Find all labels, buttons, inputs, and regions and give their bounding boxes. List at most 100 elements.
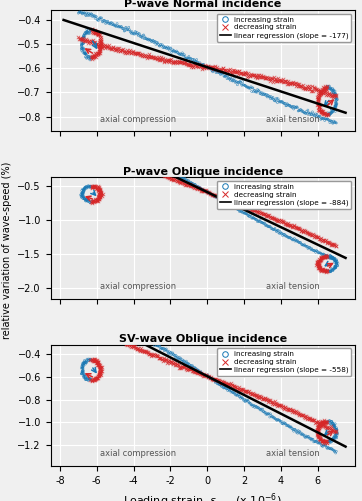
- Point: [88, 304, 94, 312]
- Point: [329, 426, 335, 434]
- Point: [196, 61, 202, 69]
- Point: [119, 154, 125, 162]
- Point: [275, 74, 281, 82]
- Point: [83, 195, 89, 203]
- Point: [80, 367, 85, 375]
- Point: [78, 318, 84, 326]
- Point: [98, 39, 104, 47]
- Point: [156, 41, 161, 49]
- Point: [285, 405, 291, 413]
- Point: [93, 356, 99, 364]
- Point: [222, 198, 227, 206]
- Point: [266, 410, 272, 418]
- Point: [315, 429, 321, 437]
- Point: [142, 153, 147, 161]
- Point: [88, 39, 94, 47]
- Point: [325, 437, 331, 445]
- Point: [308, 246, 314, 254]
- Point: [331, 423, 337, 431]
- Point: [317, 88, 323, 96]
- Point: [214, 376, 220, 384]
- Point: [322, 437, 328, 445]
- Point: [333, 447, 339, 455]
- Point: [230, 382, 236, 390]
- Point: [318, 256, 324, 264]
- Point: [294, 103, 300, 111]
- Point: [121, 155, 126, 163]
- Point: [89, 182, 94, 190]
- Point: [166, 58, 172, 66]
- Point: [324, 419, 330, 427]
- Point: [83, 35, 89, 43]
- Point: [192, 60, 198, 68]
- Point: [80, 361, 86, 369]
- Point: [139, 161, 144, 169]
- Point: [93, 374, 98, 382]
- Point: [104, 147, 110, 155]
- Point: [97, 367, 103, 375]
- Point: [152, 38, 157, 46]
- Point: [330, 107, 336, 115]
- Point: [82, 9, 88, 17]
- Point: [173, 171, 179, 179]
- Point: [115, 151, 121, 159]
- Point: [240, 386, 245, 394]
- Point: [92, 357, 97, 365]
- Point: [320, 266, 325, 274]
- Point: [333, 257, 339, 265]
- Point: [91, 356, 97, 364]
- Point: [79, 45, 84, 53]
- Point: [331, 421, 337, 429]
- Point: [116, 139, 122, 147]
- Point: [232, 383, 238, 391]
- Point: [203, 63, 209, 71]
- Point: [322, 419, 328, 427]
- Point: [89, 25, 95, 33]
- Point: [95, 144, 101, 152]
- Point: [120, 153, 126, 161]
- Point: [332, 255, 337, 263]
- Point: [333, 263, 339, 271]
- Point: [329, 419, 335, 427]
- Point: [174, 360, 180, 368]
- Point: [206, 372, 212, 380]
- Point: [268, 398, 274, 406]
- Point: [171, 358, 177, 366]
- Point: [88, 198, 94, 206]
- Point: [205, 189, 211, 197]
- Point: [158, 163, 164, 171]
- Point: [327, 119, 333, 127]
- Point: [165, 349, 171, 357]
- Point: [104, 133, 110, 141]
- Point: [334, 426, 340, 434]
- Point: [92, 142, 98, 150]
- Point: [281, 218, 286, 226]
- Point: [86, 323, 92, 331]
- Point: [85, 12, 91, 20]
- Point: [319, 417, 325, 425]
- Point: [184, 180, 190, 188]
- Point: [296, 239, 302, 247]
- Point: [82, 37, 88, 45]
- Point: [290, 222, 295, 230]
- Point: [322, 266, 328, 274]
- Point: [290, 424, 295, 432]
- Point: [329, 109, 334, 117]
- Point: [272, 214, 278, 222]
- Point: [266, 92, 272, 100]
- Point: [105, 147, 110, 155]
- Point: [178, 173, 184, 181]
- Point: [283, 420, 289, 428]
- Point: [249, 214, 254, 222]
- Point: [309, 110, 315, 118]
- Point: [317, 419, 323, 427]
- Point: [226, 385, 231, 393]
- Point: [98, 367, 104, 375]
- Point: [216, 376, 222, 384]
- Point: [97, 328, 103, 336]
- Point: [333, 428, 339, 436]
- Point: [86, 29, 92, 37]
- Point: [79, 298, 84, 306]
- Point: [89, 182, 94, 190]
- Point: [264, 211, 269, 219]
